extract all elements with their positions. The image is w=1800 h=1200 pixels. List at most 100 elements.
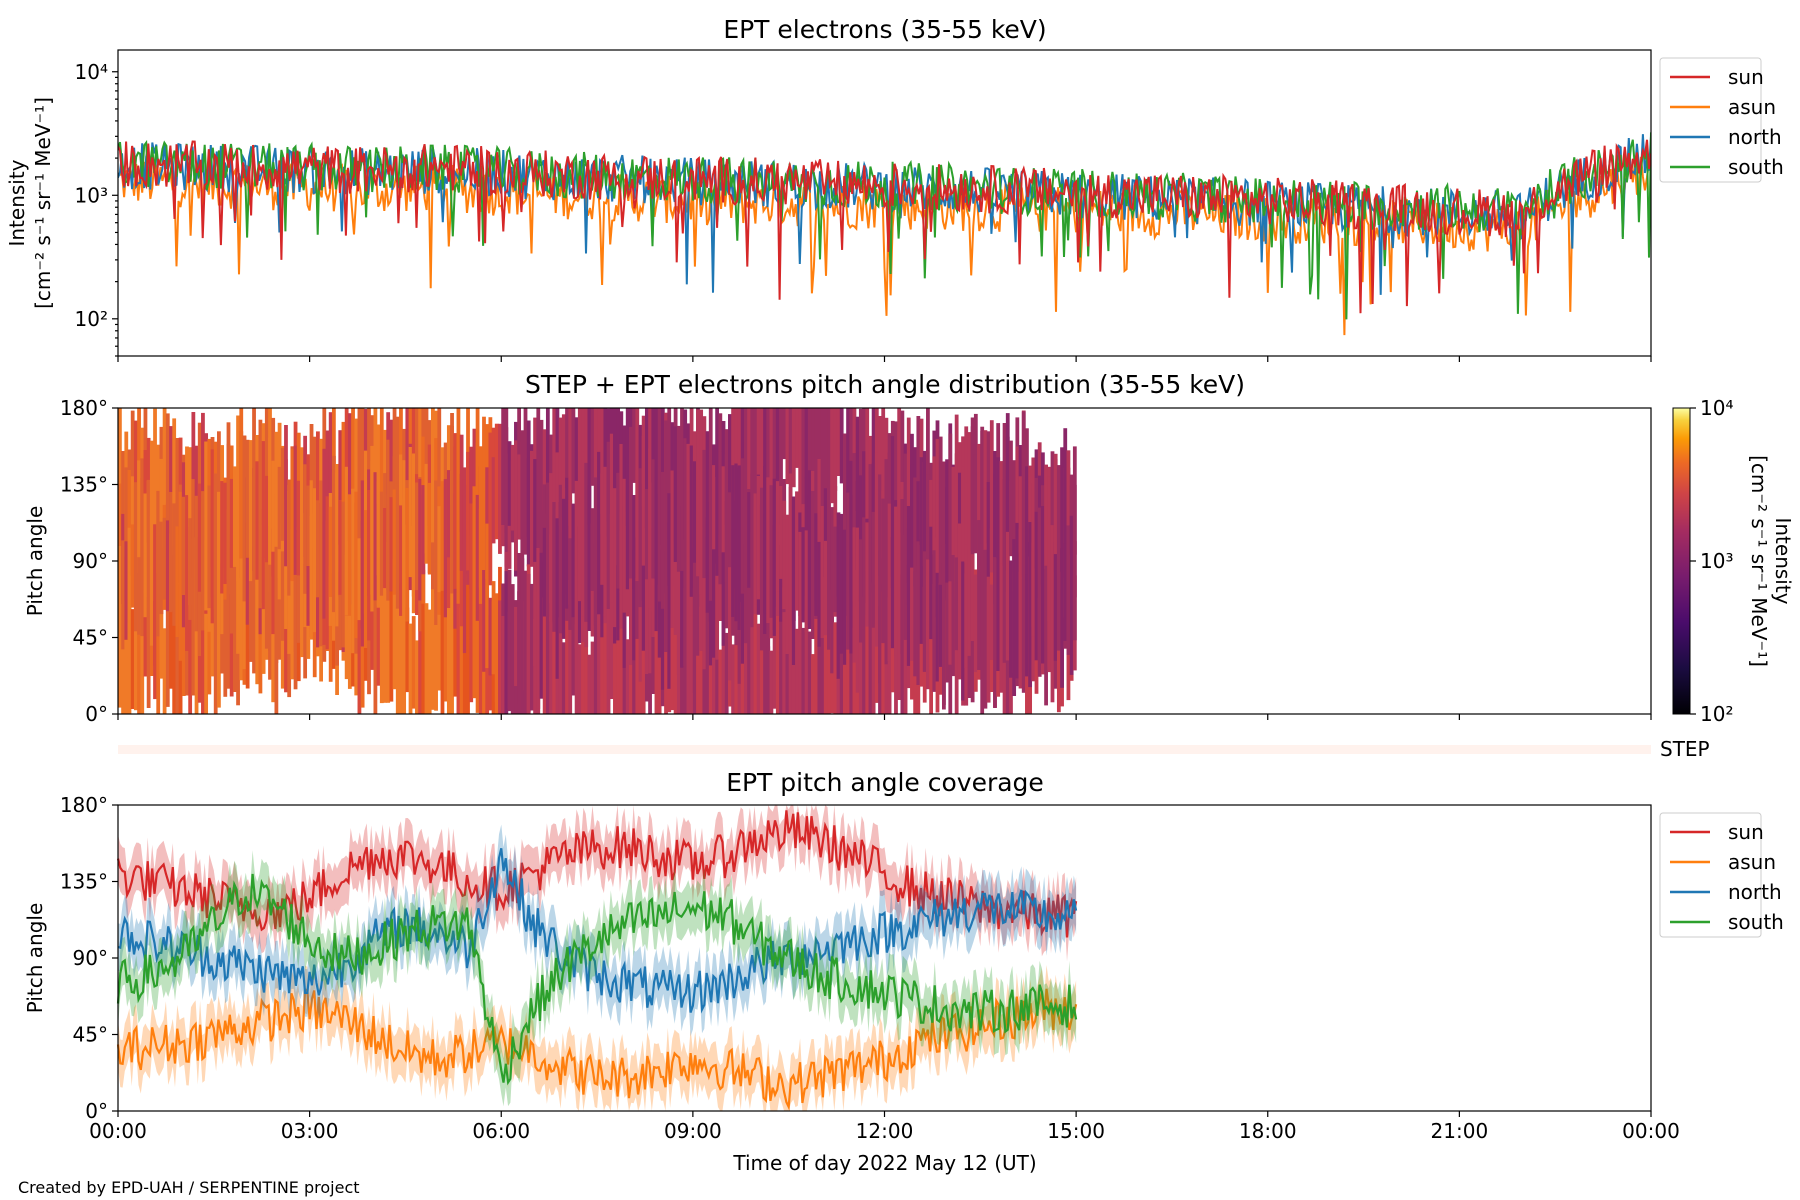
heatmap-cell bbox=[274, 494, 279, 663]
heatmap-cell bbox=[549, 616, 553, 714]
heatmap-cell bbox=[833, 526, 838, 613]
heatmap-cell bbox=[418, 577, 422, 714]
heatmap-cell bbox=[846, 615, 850, 714]
heatmap-cell bbox=[169, 579, 173, 689]
heatmap-cell bbox=[635, 578, 640, 714]
heatmap-cell bbox=[705, 581, 710, 714]
heatmap-cell bbox=[753, 493, 758, 605]
heatmap-cell bbox=[651, 527, 656, 637]
heatmap-cell bbox=[881, 498, 886, 644]
heatmap-cell bbox=[565, 408, 569, 488]
heatmap-cell bbox=[373, 472, 378, 583]
heatmap-cell bbox=[274, 431, 279, 547]
x-tick-label: 00:00 bbox=[89, 1119, 147, 1143]
heatmap-cell bbox=[552, 502, 557, 622]
heatmap-cell bbox=[728, 521, 732, 681]
heatmap-cell bbox=[759, 634, 764, 714]
heatmap-cell bbox=[124, 541, 129, 640]
heatmap-cell bbox=[967, 461, 972, 559]
heatmap-cell bbox=[545, 482, 550, 572]
heatmap-cell bbox=[884, 459, 889, 607]
heatmap-cell bbox=[338, 571, 343, 651]
heatmap-cell bbox=[539, 419, 544, 497]
heatmap-cell bbox=[156, 490, 161, 579]
heatmap-cell bbox=[392, 489, 397, 595]
heatmap-cell bbox=[379, 408, 384, 547]
heatmap-cell bbox=[440, 571, 445, 714]
colorbar-tick-label: 10² bbox=[1700, 702, 1733, 726]
heatmap-cell bbox=[510, 584, 515, 680]
heatmap-cell bbox=[411, 504, 416, 597]
coverage-line-north bbox=[117, 848, 1078, 1014]
heatmap-cell bbox=[159, 576, 164, 679]
heatmap-cell bbox=[194, 568, 199, 714]
heatmap-cell bbox=[1063, 428, 1068, 578]
heatmap-cell bbox=[217, 491, 221, 596]
heatmap-cell bbox=[555, 518, 560, 679]
heatmap-cell bbox=[839, 644, 844, 714]
heatmap-cell bbox=[319, 480, 323, 647]
heatmap-cell bbox=[948, 433, 953, 594]
heatmap-cell bbox=[443, 597, 448, 702]
heatmap-cell bbox=[910, 567, 914, 661]
heatmap-cell bbox=[782, 587, 787, 714]
heatmap-cell bbox=[868, 537, 873, 628]
heatmap-cell bbox=[1040, 506, 1045, 664]
heatmap-cell bbox=[865, 522, 870, 627]
heatmap-cell bbox=[1056, 465, 1061, 605]
heatmap-cell bbox=[785, 514, 790, 654]
coverage-line-south bbox=[116, 873, 1078, 1086]
heatmap-cell bbox=[635, 469, 640, 582]
heatmap-cell bbox=[862, 517, 866, 630]
heatmap-cell bbox=[603, 613, 608, 714]
heatmap-cell bbox=[300, 468, 304, 561]
heatmap-cell bbox=[143, 592, 148, 677]
heatmap-cell bbox=[443, 479, 448, 618]
heatmap-cell bbox=[430, 408, 435, 501]
heatmap-cell bbox=[731, 644, 735, 714]
heatmap-cell bbox=[957, 523, 962, 680]
heatmap-cell bbox=[498, 600, 502, 714]
y-tick-label: 180° bbox=[60, 793, 108, 817]
heatmap-cell bbox=[162, 628, 167, 714]
heatmap-cell bbox=[252, 476, 256, 641]
heatmap-cell bbox=[577, 408, 582, 506]
heatmap-cell bbox=[357, 538, 362, 621]
heatmap-cell bbox=[162, 408, 167, 548]
heatmap-cell bbox=[728, 414, 732, 509]
footer-credit: Created by EPD-UAH / SERPENTINE project bbox=[18, 1178, 360, 1197]
heatmap-cell bbox=[616, 614, 621, 714]
heatmap-cell bbox=[322, 448, 327, 619]
heatmap-cell bbox=[827, 588, 831, 714]
heatmap-cell bbox=[220, 481, 224, 594]
heatmap-cell bbox=[466, 451, 470, 571]
heatmap-cell bbox=[1044, 464, 1048, 569]
heatmap-cell bbox=[779, 486, 783, 579]
heatmap-cell bbox=[213, 579, 218, 714]
heatmap-cell bbox=[954, 453, 959, 597]
heatmap-cell bbox=[715, 563, 720, 660]
heatmap-cell bbox=[753, 602, 758, 714]
heatmap-cell bbox=[842, 529, 847, 665]
y-tick-label: 90° bbox=[73, 946, 108, 970]
heatmap-cell bbox=[852, 453, 857, 602]
heatmap-cell bbox=[951, 466, 956, 580]
heatmap-cell bbox=[779, 408, 783, 525]
heatmap-cell bbox=[517, 591, 522, 714]
heatmap-cell bbox=[360, 480, 365, 647]
heatmap-cell bbox=[159, 521, 164, 615]
heatmap-cell bbox=[673, 541, 678, 635]
heatmap-cell bbox=[654, 585, 659, 714]
heatmap-cell bbox=[993, 557, 997, 708]
heatmap-cell bbox=[798, 585, 803, 714]
heatmap-cell bbox=[769, 408, 774, 510]
heatmap-cell bbox=[153, 408, 157, 547]
heatmap-cell bbox=[277, 508, 282, 600]
heatmap-cell bbox=[708, 469, 713, 601]
heatmap-cell bbox=[488, 432, 493, 586]
heatmap-cell bbox=[140, 599, 145, 714]
heatmap-cell bbox=[775, 408, 780, 493]
heatmap-cell bbox=[421, 569, 426, 714]
heatmap-cell bbox=[1025, 574, 1029, 677]
heatmap-cell bbox=[680, 408, 684, 538]
